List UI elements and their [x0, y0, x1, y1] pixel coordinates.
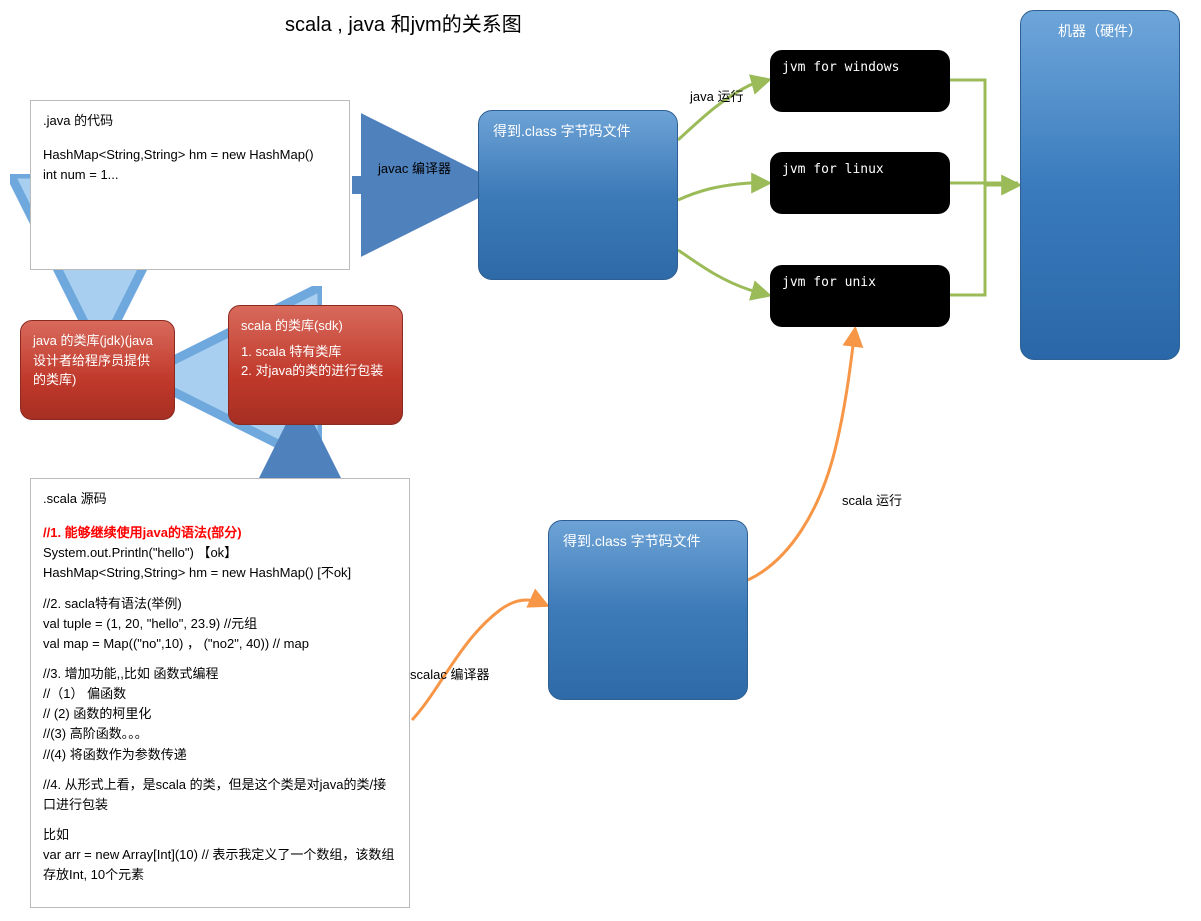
scala-line11: //(4) 将函数作为参数传递 [43, 745, 397, 765]
java-code-line1: HashMap<String,String> hm = new HashMap(… [43, 145, 337, 165]
arrow-scalac [412, 600, 546, 720]
class-file-bottom-box: 得到.class 字节码文件 [548, 520, 748, 700]
scala-line3: HashMap<String,String> hm = new HashMap(… [43, 563, 397, 583]
scala-line9: // (2) 函数的柯里化 [43, 704, 397, 724]
scala-code-header: .scala 源码 [43, 489, 397, 509]
sdk-box: scala 的类库(sdk) 1. scala 特有类库 2. 对java的类的… [228, 305, 403, 425]
scala-line14: var arr = new Array[Int](10) // 表示我定义了一个… [43, 845, 397, 885]
label-java-run: java 运行 [690, 86, 743, 105]
java-code-header: .java 的代码 [43, 111, 337, 131]
java-code-line2: int num = 1... [43, 165, 337, 185]
scala-line12: //4. 从形式上看，是scala 的类，但是这个类是对java的类/接口进行包… [43, 775, 397, 815]
class-file-top-text: 得到.class 字节码文件 [493, 123, 631, 139]
java-code-box: .java 的代码 HashMap<String,String> hm = ne… [30, 100, 350, 270]
scala-line6: val map = Map(("no",10) ， ("no2", 40)) /… [43, 634, 397, 654]
sdk-line1: 1. scala 特有类库 [241, 342, 390, 362]
diagram-title: scala , java 和jvm的关系图 [285, 8, 522, 37]
label-scala-run: scala 运行 [842, 490, 902, 509]
label-scalac: scalac 编译器 [410, 664, 489, 683]
machine-text: 机器（硬件） [1058, 23, 1142, 39]
class-file-top-box: 得到.class 字节码文件 [478, 110, 678, 280]
arrow-unix-to-machine [950, 185, 985, 295]
arrow-win-to-machine [950, 80, 1018, 185]
scala-code-box: .scala 源码 //1. 能够继续使用java的语法(部分) System.… [30, 478, 410, 908]
arrow-class-to-linux [678, 183, 768, 200]
jdk-text: java 的类库(jdk)(java设计者给程序员提供的类库) [33, 333, 153, 387]
sdk-title: scala 的类库(sdk) [241, 316, 390, 336]
scala-line10: //(3) 高阶函数。。。 [43, 724, 397, 744]
jvm-linux-box: jvm for linux [770, 152, 950, 214]
machine-box: 机器（硬件） [1020, 10, 1180, 360]
jvm-unix-box: jvm for unix [770, 265, 950, 327]
arrow-scala-run [748, 330, 855, 580]
jvm-unix-text: jvm for unix [782, 275, 876, 290]
class-file-bottom-text: 得到.class 字节码文件 [563, 533, 701, 549]
scala-line13: 比如 [43, 825, 397, 845]
scala-line4: //2. sacla特有语法(举例) [43, 594, 397, 614]
jvm-linux-text: jvm for linux [782, 162, 884, 177]
scala-line8: //（1） 偏函数 [43, 684, 397, 704]
jdk-box: java 的类库(jdk)(java设计者给程序员提供的类库) [20, 320, 175, 420]
scala-line7: //3. 增加功能,,比如 函数式编程 [43, 664, 397, 684]
scala-line5: val tuple = (1, 20, "hello", 23.9) //元组 [43, 614, 397, 634]
scala-line2: System.out.Println("hello") 【ok】 [43, 543, 397, 563]
arrow-class-to-unix [678, 250, 768, 295]
label-javac: javac 编译器 [378, 158, 451, 177]
sdk-line2: 2. 对java的类的进行包装 [241, 361, 390, 381]
jvm-windows-text: jvm for windows [782, 60, 899, 75]
scala-line1: //1. 能够继续使用java的语法(部分) [43, 523, 397, 543]
jvm-windows-box: jvm for windows [770, 50, 950, 112]
diagram-canvas: scala , java 和jvm的关系图 .java 的代码 HashMap<… [0, 0, 1201, 921]
